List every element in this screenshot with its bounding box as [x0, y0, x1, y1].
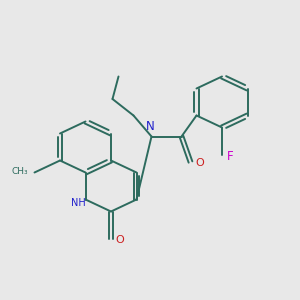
Text: F: F: [227, 149, 234, 163]
Text: O: O: [115, 235, 124, 245]
Text: N: N: [146, 120, 154, 133]
Text: CH₃: CH₃: [11, 167, 28, 176]
Text: NH: NH: [70, 198, 86, 208]
Text: O: O: [195, 158, 204, 169]
